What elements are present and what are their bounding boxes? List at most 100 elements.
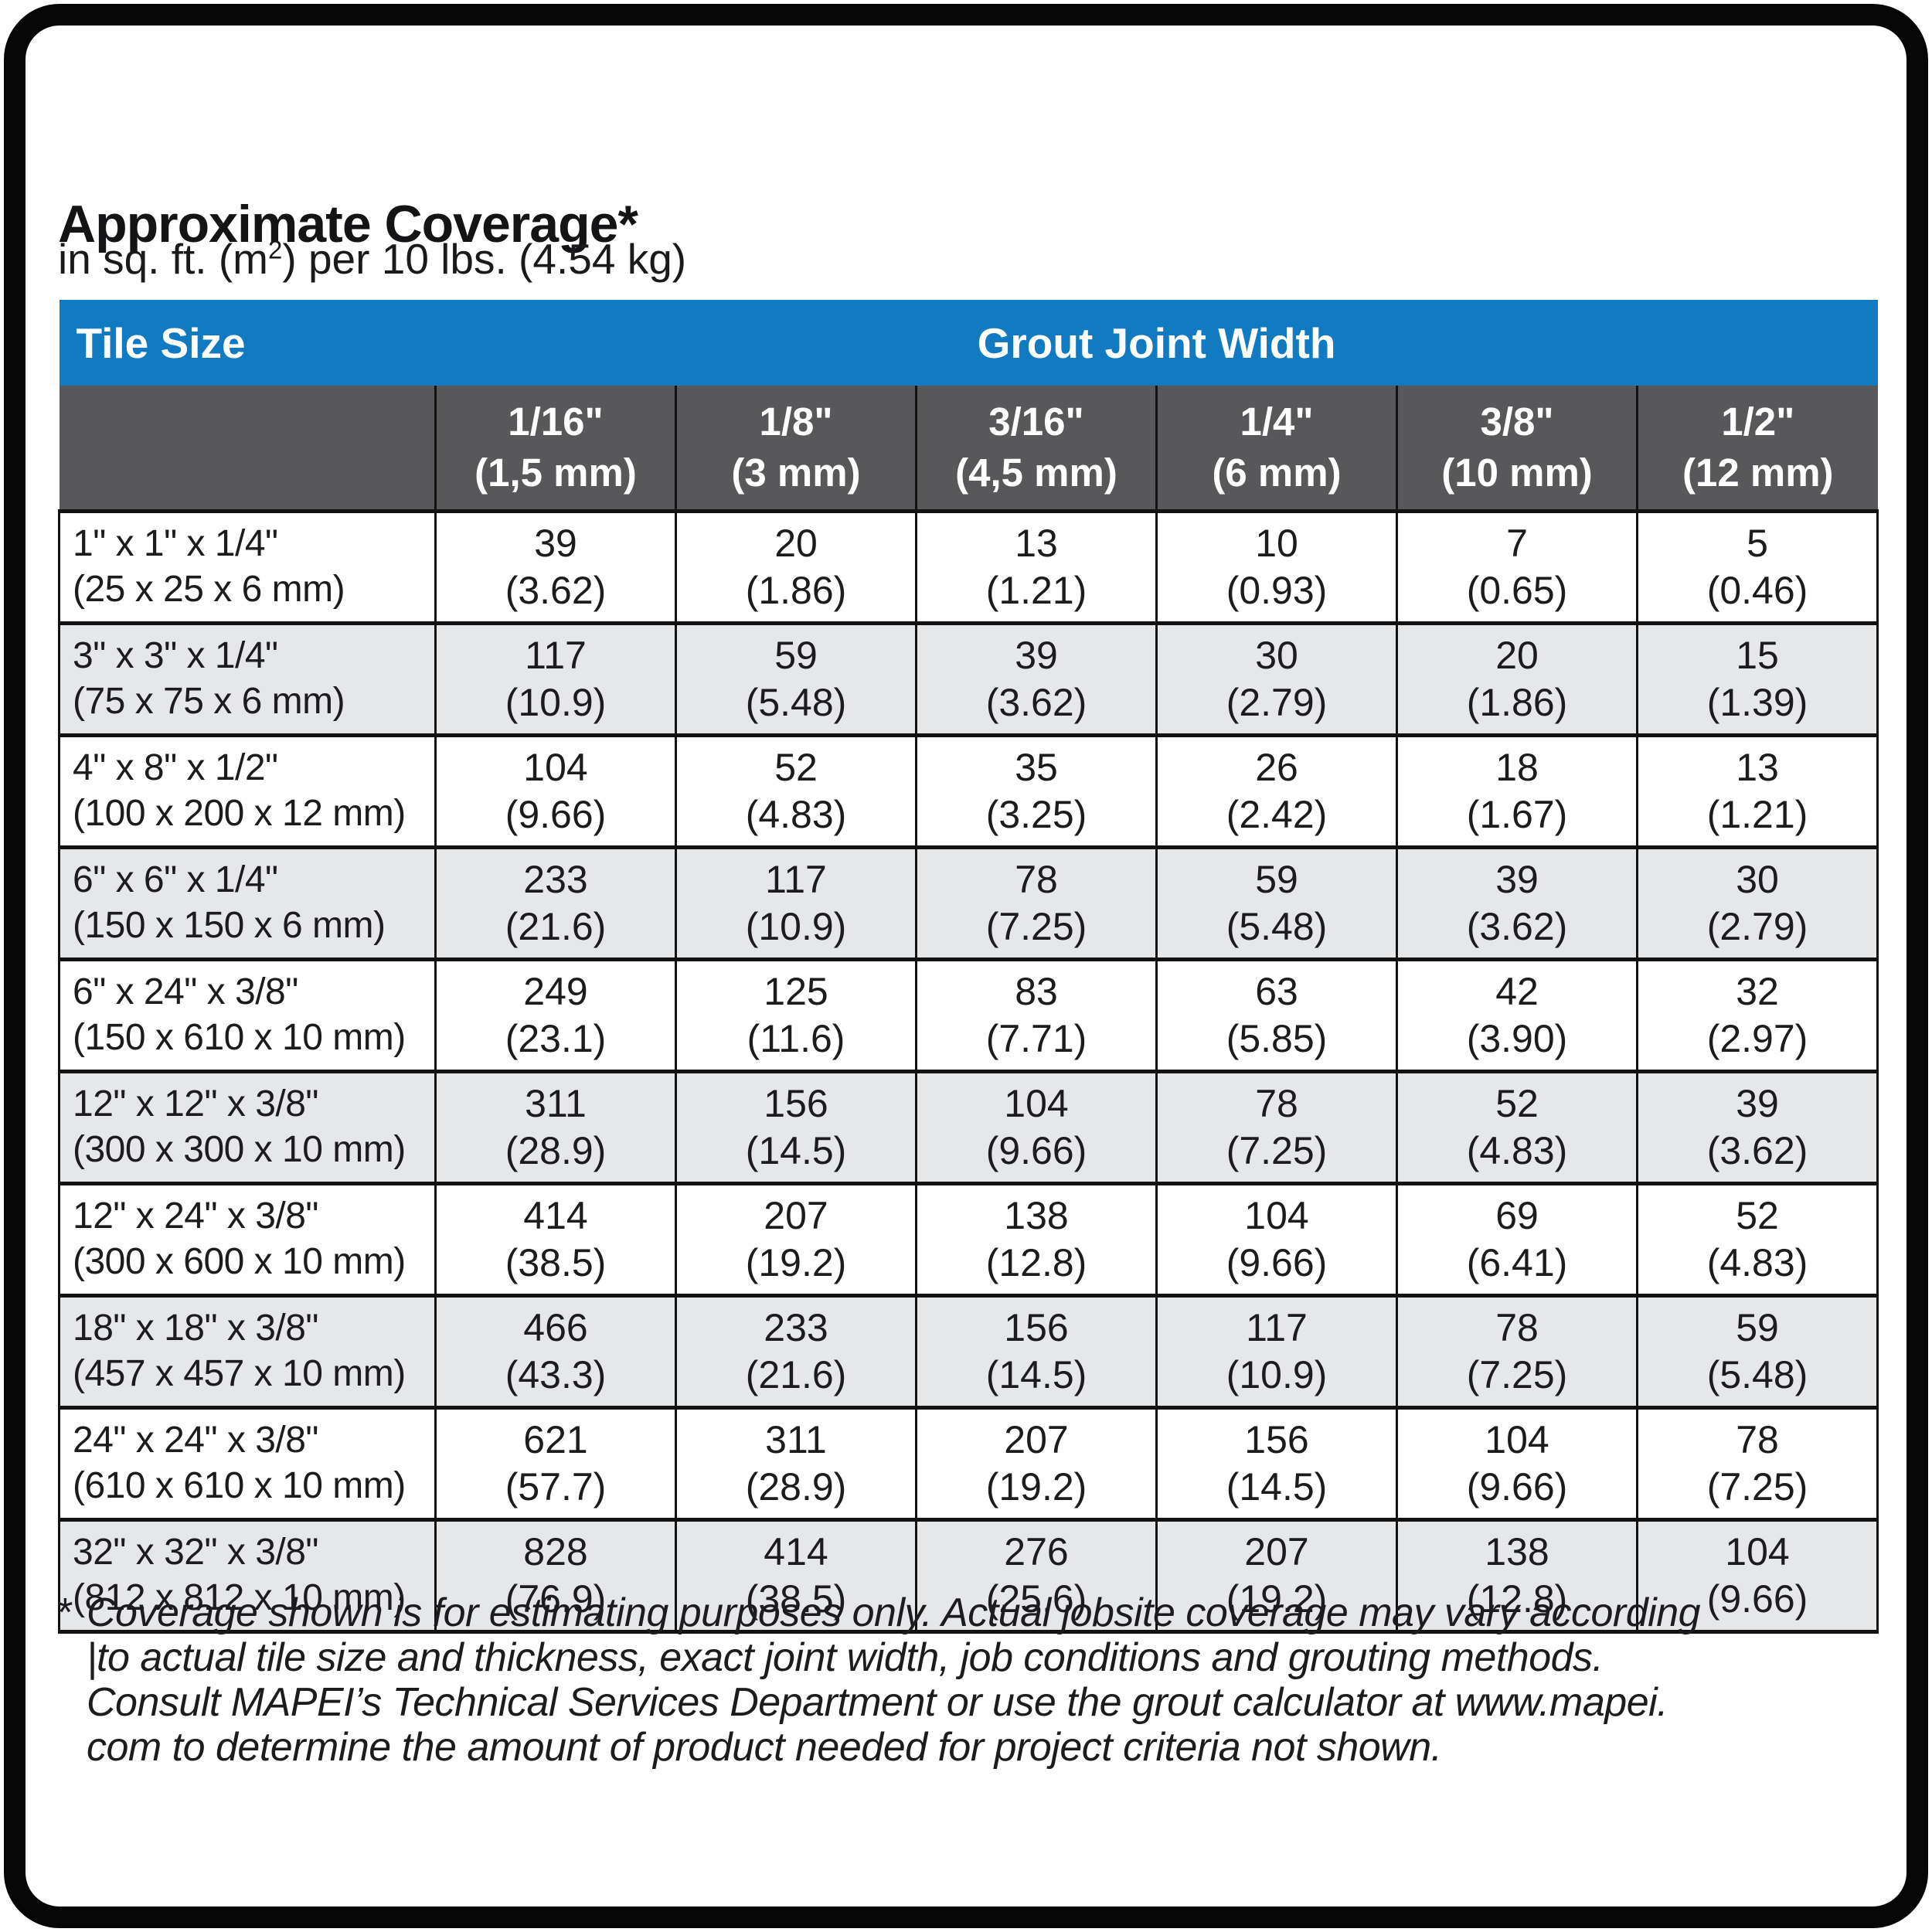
coverage-sqm: (2.97) bbox=[1706, 1017, 1808, 1060]
subtitle-superscript: 2 bbox=[268, 235, 283, 264]
coverage-sqm: (14.5) bbox=[985, 1353, 1087, 1396]
coverage-table: Tile Size Grout Joint Width 1/16" (1,5 mm… bbox=[58, 300, 1879, 1634]
coverage-sqft: 104 bbox=[523, 746, 588, 789]
tile-size-inches: 1" x 1" x 1/4" bbox=[73, 523, 278, 565]
coverage-sqft: 276 bbox=[1004, 1530, 1069, 1573]
column-width-inches: 3/8" bbox=[1480, 399, 1554, 444]
tile-size-cell: 32" x 32" x 3/8" (812 x 812 x 10 mm) bbox=[58, 1518, 437, 1634]
subheader-empty-cell bbox=[59, 386, 436, 513]
column-width-inches: 1/8" bbox=[759, 399, 833, 444]
coverage-cell: 78 (7.25) bbox=[1635, 1406, 1879, 1522]
coverage-cell: 117 (10.9) bbox=[675, 845, 917, 961]
coverage-sqm: (28.9) bbox=[745, 1465, 847, 1509]
coverage-cell: 7 (0.65) bbox=[1396, 509, 1638, 625]
coverage-sqft: 39 bbox=[1015, 634, 1058, 677]
coverage-sqm: (14.5) bbox=[745, 1129, 847, 1172]
coverage-sqft: 20 bbox=[774, 522, 818, 565]
tile-size-inches: 12" x 24" x 3/8" bbox=[73, 1196, 318, 1237]
coverage-sqft: 311 bbox=[765, 1418, 827, 1461]
coverage-sqft: 138 bbox=[1485, 1530, 1549, 1573]
column-width-metric: (4,5 mm) bbox=[955, 451, 1117, 495]
coverage-cell: 78 (7.25) bbox=[915, 845, 1158, 961]
coverage-cell: 104 (9.66) bbox=[1635, 1518, 1879, 1634]
subtitle-text-post: ) per 10 lbs. (4.54 kg) bbox=[282, 235, 687, 283]
coverage-sqft: 414 bbox=[523, 1194, 588, 1237]
coverage-sqm: (1.67) bbox=[1466, 793, 1568, 836]
tile-size-cell: 18" x 18" x 3/8" (457 x 457 x 10 mm) bbox=[58, 1294, 437, 1410]
grout-width-column-header: 1/8" (3 mm) bbox=[675, 386, 917, 513]
column-width-metric: (1,5 mm) bbox=[474, 451, 637, 495]
coverage-cell: 207 (19.2) bbox=[915, 1406, 1158, 1522]
coverage-sqm: (3.62) bbox=[1466, 905, 1568, 948]
coverage-cell: 20 (1.86) bbox=[675, 509, 917, 625]
coverage-sqft: 117 bbox=[1246, 1306, 1308, 1349]
coverage-sqm: (10.9) bbox=[1226, 1353, 1328, 1396]
coverage-sqft: 39 bbox=[1495, 858, 1539, 901]
coverage-sqft: 78 bbox=[1015, 858, 1058, 901]
coverage-sqm: (4.83) bbox=[745, 793, 847, 836]
coverage-cell: 414 (38.5) bbox=[675, 1518, 917, 1634]
coverage-sqft: 69 bbox=[1495, 1194, 1539, 1237]
coverage-sqft: 125 bbox=[764, 970, 828, 1013]
table-row: 32" x 32" x 3/8" (812 x 812 x 10 mm) 828 (7… bbox=[58, 1518, 1879, 1634]
table-header-row: Tile Size Grout Joint Width bbox=[59, 300, 1878, 386]
tile-size-metric: (100 x 200 x 12 mm) bbox=[73, 793, 406, 834]
grout-width-column-header: 3/8" (10 mm) bbox=[1396, 386, 1638, 513]
coverage-sqft: 10 bbox=[1255, 522, 1298, 565]
coverage-cell: 39 (3.62) bbox=[1396, 845, 1638, 961]
coverage-sqm: (7.25) bbox=[1706, 1465, 1808, 1509]
column-width-metric: (12 mm) bbox=[1682, 451, 1834, 495]
coverage-sqm: (10.9) bbox=[505, 681, 607, 724]
coverage-cell: 138 (12.8) bbox=[915, 1182, 1158, 1298]
coverage-sqm: (12.8) bbox=[985, 1241, 1087, 1284]
coverage-cell: 5 (0.46) bbox=[1635, 509, 1879, 625]
coverage-sqm: (5.48) bbox=[1226, 905, 1328, 948]
coverage-sqft: 39 bbox=[1736, 1082, 1779, 1125]
coverage-sqm: (38.5) bbox=[745, 1577, 847, 1621]
coverage-cell: 276 (25.6) bbox=[915, 1518, 1158, 1634]
coverage-sqm: (5.48) bbox=[745, 681, 847, 724]
tile-size-inches: 6" x 24" x 3/8" bbox=[73, 971, 298, 1013]
coverage-cell: 15 (1.39) bbox=[1635, 621, 1879, 737]
coverage-sqft: 621 bbox=[523, 1418, 588, 1461]
column-width-metric: (3 mm) bbox=[731, 451, 861, 495]
coverage-cell: 78 (7.25) bbox=[1396, 1294, 1638, 1410]
coverage-cell: 156 (14.5) bbox=[915, 1294, 1158, 1410]
coverage-sqft: 233 bbox=[523, 858, 588, 901]
coverage-sqft: 26 bbox=[1255, 746, 1298, 789]
coverage-sqm: (6.41) bbox=[1466, 1241, 1568, 1284]
footnote-line: Coverage shown is for estimating purpose… bbox=[87, 1590, 1701, 1635]
coverage-sqm: (1.86) bbox=[1466, 681, 1568, 724]
coverage-sqft: 311 bbox=[525, 1082, 587, 1125]
coverage-sqm: (23.1) bbox=[505, 1017, 607, 1060]
tile-size-inches: 32" x 32" x 3/8" bbox=[73, 1532, 318, 1573]
coverage-cell: 233 (21.6) bbox=[675, 1294, 917, 1410]
coverage-cell: 138 (12.8) bbox=[1396, 1518, 1638, 1634]
coverage-sqft: 20 bbox=[1495, 634, 1539, 677]
tile-size-inches: 6" x 6" x 1/4" bbox=[73, 859, 278, 901]
coverage-sqft: 466 bbox=[523, 1306, 588, 1349]
coverage-sqft: 207 bbox=[764, 1194, 828, 1237]
coverage-cell: 52 (4.83) bbox=[1396, 1070, 1638, 1185]
coverage-cell: 10 (0.93) bbox=[1155, 509, 1398, 625]
header-grout-joint-width: Grout Joint Width bbox=[435, 300, 1878, 386]
tile-size-cell: 24" x 24" x 3/8" (610 x 610 x 10 mm) bbox=[58, 1406, 437, 1522]
page-title: Approximate Coverage* bbox=[58, 194, 638, 253]
coverage-sqft: 52 bbox=[774, 746, 818, 789]
tile-size-cell: 6" x 6" x 1/4" (150 x 150 x 6 mm) bbox=[58, 845, 437, 961]
coverage-sqft: 156 bbox=[1004, 1306, 1069, 1349]
coverage-sqm: (21.6) bbox=[505, 905, 607, 948]
table-row: 18" x 18" x 3/8" (457 x 457 x 10 mm) 466 (4… bbox=[58, 1294, 1879, 1410]
coverage-sqm: (38.5) bbox=[505, 1241, 607, 1284]
coverage-cell: 828 (76.9) bbox=[434, 1518, 677, 1634]
coverage-cell: 621 (57.7) bbox=[434, 1406, 677, 1522]
coverage-sqm: (7.25) bbox=[985, 905, 1087, 948]
coverage-sqm: (7.71) bbox=[985, 1017, 1087, 1060]
coverage-cell: 39 (3.62) bbox=[434, 509, 677, 625]
coverage-sqft: 78 bbox=[1736, 1418, 1779, 1461]
coverage-cell: 30 (2.79) bbox=[1635, 845, 1879, 961]
coverage-sqft: 249 bbox=[523, 970, 588, 1013]
coverage-cell: 59 (5.48) bbox=[675, 621, 917, 737]
table-row: 12" x 12" x 3/8" (300 x 300 x 10 mm) 311 (2… bbox=[58, 1070, 1879, 1185]
table-subheader-row: 1/16" (1,5 mm) 1/8" (3 mm) 3/16" (4,5 mm) 1/4"… bbox=[59, 386, 1878, 513]
